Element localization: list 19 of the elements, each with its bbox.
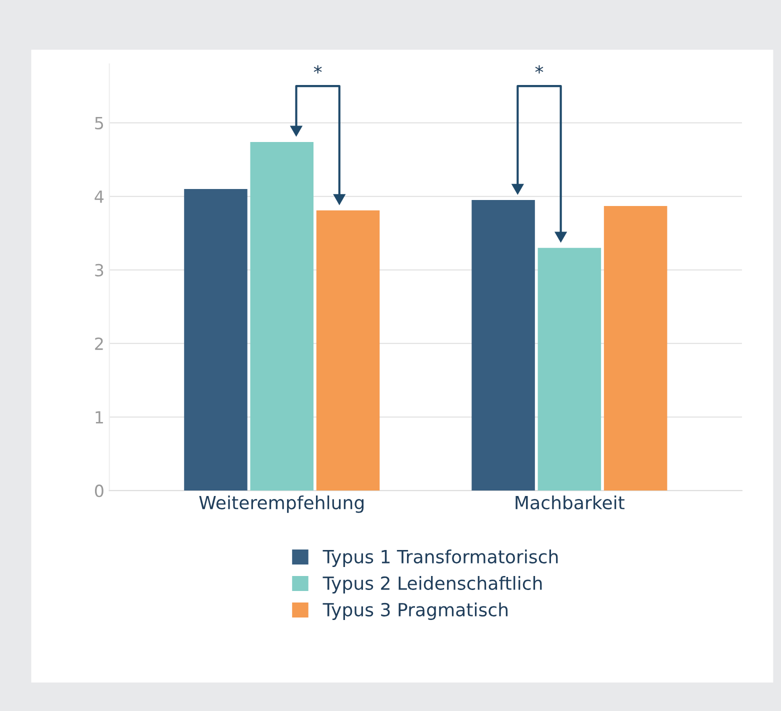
x-tick-label: Machbarkeit	[516, 495, 624, 510]
bar	[604, 206, 668, 491]
y-tick-label: 3	[95, 264, 104, 277]
legend-label: Typus 2 Leidenschaftlich	[322, 576, 542, 594]
y-tick-label: 1	[96, 411, 103, 424]
x-tick-label: Weiterempfehlung	[199, 495, 364, 513]
bar	[472, 200, 535, 491]
bar	[316, 210, 380, 491]
annotation: *	[535, 65, 544, 74]
y-tick-label: 0	[94, 484, 104, 498]
legend-label: Typus 3 Pragmatisch	[322, 602, 508, 620]
bar	[538, 248, 602, 491]
y-tick-label: 2	[95, 337, 103, 350]
bar	[184, 189, 248, 491]
bar	[250, 142, 314, 491]
legend-label: Typus 1 Transformatorisch	[322, 550, 558, 567]
y-tick-label: 4	[94, 190, 104, 203]
annotation: *	[314, 65, 322, 74]
y-tick-label: 5	[95, 117, 104, 130]
